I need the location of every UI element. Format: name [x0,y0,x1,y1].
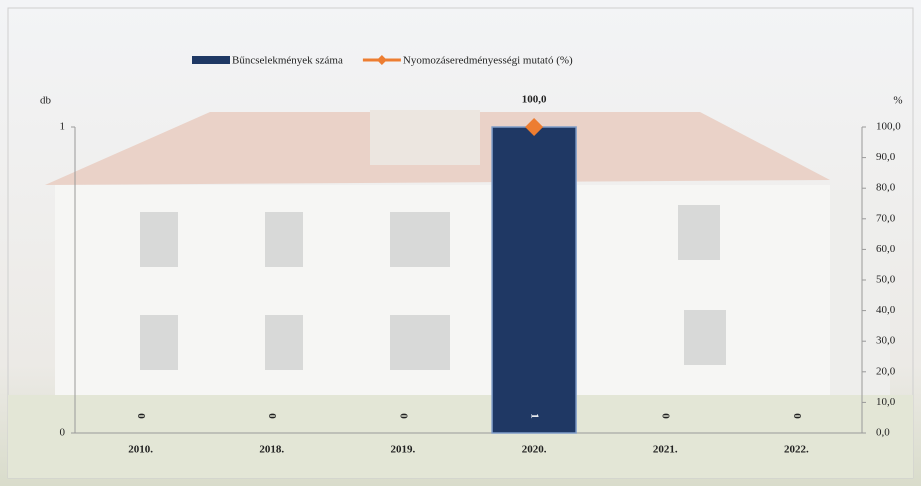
y2-tick-label: 40,0 [876,304,896,316]
y2-tick-label: 90,0 [876,151,896,163]
y-tick-label: 0 [60,427,66,439]
bar-value-label: 0 [397,413,409,419]
y-axis-title: db [40,95,52,107]
y2-tick-label: 70,0 [876,212,896,224]
bar-value-label: 1 [529,413,541,419]
x-tick-label: 2020. [522,444,547,456]
legend-swatch [192,56,230,64]
bar-value-label: 0 [660,413,672,419]
x-tick-label: 2022. [784,444,809,456]
chart: db % Bűncselekmények száma Nyomozáseredmé… [0,0,921,486]
y2-tick-label: 50,0 [876,274,896,286]
y2-tick-label: 60,0 [876,243,896,255]
y2-tick-label: 30,0 [876,335,896,347]
line-value-label: 100,0 [522,94,547,106]
y2-tick-label: 80,0 [876,182,896,194]
legend-label: Bűncselekmények száma [232,55,343,67]
y2-axis-title: % [893,95,902,107]
bar-value-label: 0 [266,413,278,419]
x-tick-label: 2018. [259,444,284,456]
y2-tick-label: 10,0 [876,396,896,408]
bar-value-label: 0 [791,413,803,419]
x-tick-label: 2019. [391,444,416,456]
bar [492,127,576,433]
y2-tick-label: 20,0 [876,365,896,377]
y-tick-label: 1 [60,121,66,133]
y2-tick-label: 100,0 [876,121,901,133]
legend-label: Nyomozáseredményességi mutató (%) [403,55,573,67]
y2-tick-label: 0,0 [876,427,890,439]
x-tick-label: 2021. [653,444,678,456]
x-tick-label: 2010. [128,444,153,456]
bar-value-label: 0 [135,413,147,419]
